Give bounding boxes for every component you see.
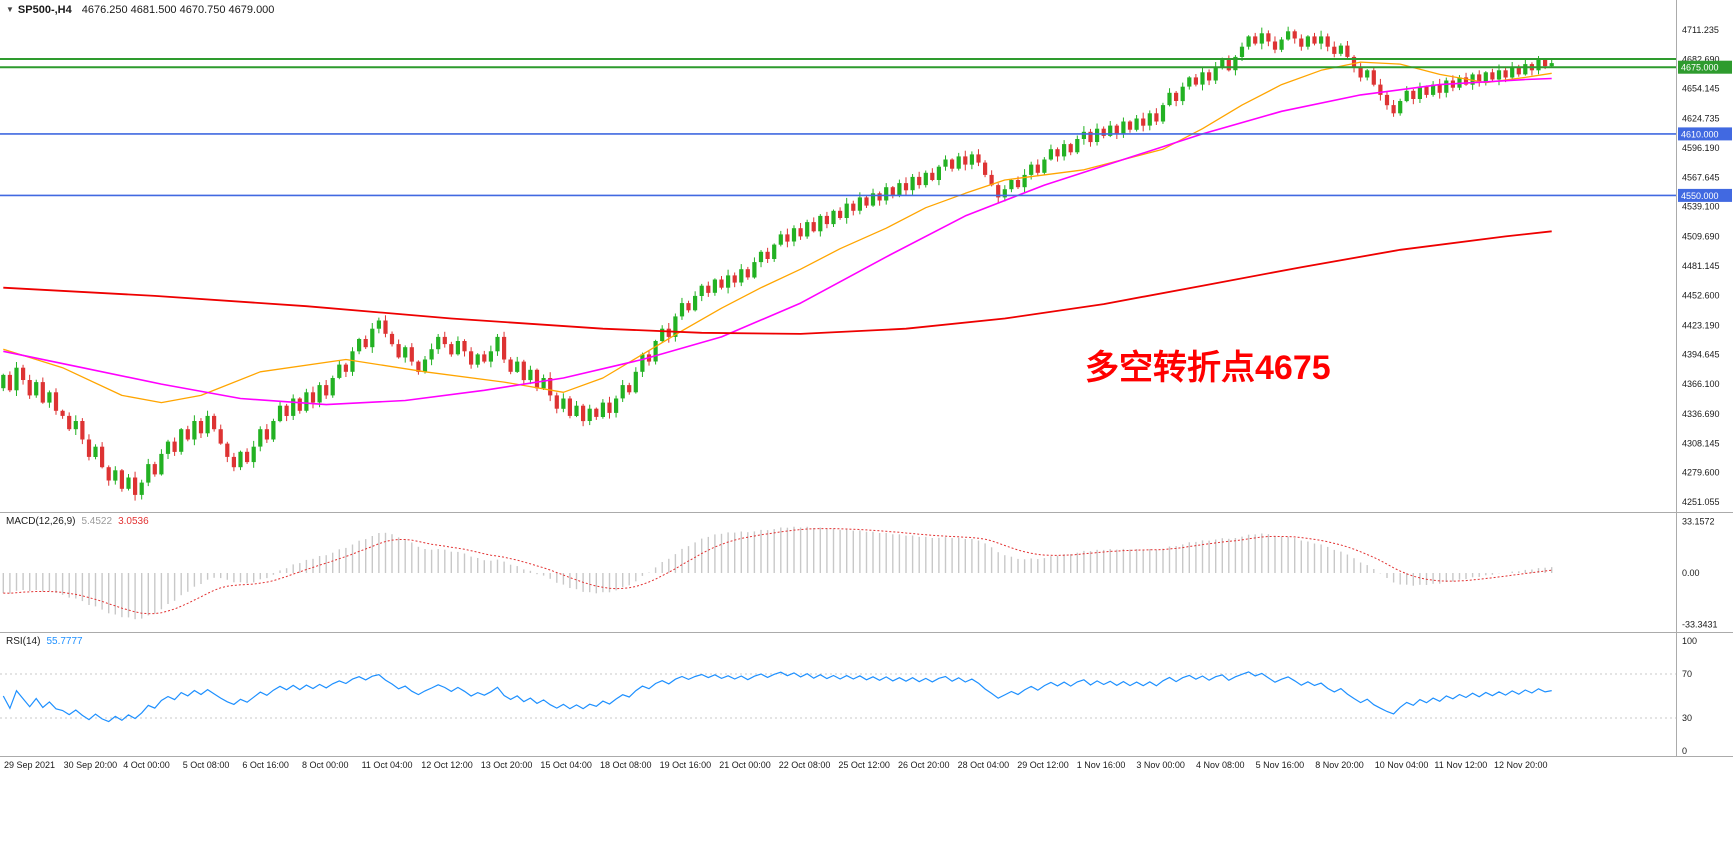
price-annotation[interactable]: 多空转折点4675 bbox=[1085, 349, 1331, 387]
rsi-name: RSI(14) bbox=[6, 636, 41, 647]
time-tick-label: 18 Oct 08:00 bbox=[600, 760, 652, 770]
price-badge bbox=[1678, 188, 1732, 202]
macd-tick-label: 33.1572 bbox=[1682, 517, 1715, 527]
price-tick-label: 4539.100 bbox=[1682, 202, 1720, 212]
macd-tick-label: 0.00 bbox=[1682, 568, 1700, 578]
price-tick-label: 4423.190 bbox=[1682, 321, 1720, 331]
time-tick-label: 19 Oct 16:00 bbox=[659, 760, 712, 770]
time-tick-label: 5 Oct 08:00 bbox=[182, 760, 230, 770]
time-tick-label: 29 Oct 12:00 bbox=[1017, 760, 1069, 770]
price-badge-label: 4610.000 bbox=[1681, 129, 1719, 139]
rsi-tick-label: 100 bbox=[1682, 636, 1697, 646]
macd-name: MACD(12,26,9) bbox=[6, 516, 76, 527]
macd-signal-value: 3.0536 bbox=[118, 516, 149, 527]
chart-header: ▼ SP500-,H4 4676.250 4681.500 4670.750 467… bbox=[6, 4, 274, 16]
time-tick-label: 4 Oct 00:00 bbox=[123, 760, 170, 770]
main-chart-canvas[interactable]: 4711.235 4682.690 4654.145 4624.735 4596.190… bbox=[0, 0, 1733, 513]
macd-histogram bbox=[2, 526, 1553, 620]
price-tick-label: 4481.145 bbox=[1682, 261, 1720, 271]
price-tick-label: 4682.690 bbox=[1682, 54, 1720, 64]
rsi-tick-label: 0 bbox=[1682, 746, 1687, 756]
time-tick-label: 6 Oct 16:00 bbox=[242, 760, 289, 770]
price-axis-labels: 4711.235 4682.690 4654.145 4624.735 4596.190… bbox=[1682, 25, 1720, 507]
time-tick-label: 11 Nov 12:00 bbox=[1434, 760, 1488, 770]
macd-signal-line bbox=[3, 528, 1552, 615]
time-tick-label: 11 Oct 04:00 bbox=[361, 760, 413, 770]
time-tick-label: 30 Sep 20:00 bbox=[63, 760, 118, 770]
pane-divider-macd[interactable] bbox=[0, 512, 1733, 513]
symbol-dropdown-icon[interactable]: ▼ bbox=[6, 5, 14, 14]
time-tick-label: 29 Sep 2021 bbox=[4, 760, 56, 770]
macd-tick-label: -33.3431 bbox=[1682, 620, 1718, 630]
time-tick-label: 8 Nov 20:00 bbox=[1315, 760, 1364, 770]
price-tick-label: 4279.600 bbox=[1682, 468, 1720, 478]
rsi-tick-label: 70 bbox=[1682, 669, 1692, 679]
ma-slow-red bbox=[3, 230, 1552, 335]
price-axis-border bbox=[1676, 0, 1677, 757]
time-tick-label: 15 Oct 04:00 bbox=[540, 760, 592, 770]
time-tick-label: 12 Nov 20:00 bbox=[1494, 760, 1548, 770]
time-tick-label: 3 Nov 00:00 bbox=[1136, 760, 1185, 770]
time-axis-divider bbox=[0, 756, 1733, 757]
macd-main-value: 5.4522 bbox=[81, 516, 113, 527]
time-tick-label: 25 Oct 12:00 bbox=[838, 760, 890, 770]
pane-divider-rsi[interactable] bbox=[0, 632, 1733, 633]
macd-pane-canvas[interactable]: 33.1572 0.00 -33.3431 bbox=[0, 513, 1733, 632]
price-tick-label: 4251.055 bbox=[1682, 497, 1720, 507]
price-badge-label: 4675.000 bbox=[1681, 63, 1719, 73]
rsi-label-row: RSI(14) 55.7777 bbox=[6, 636, 89, 647]
price-badge-label: 4550.000 bbox=[1681, 191, 1719, 201]
time-tick-label: 8 Oct 00:00 bbox=[302, 760, 349, 770]
price-tick-label: 4509.690 bbox=[1682, 232, 1720, 242]
price-tick-label: 4596.190 bbox=[1682, 143, 1720, 153]
time-axis[interactable]: 29 Sep 2021 30 Sep 20:00 4 Oct 00:00 5 Oct … bbox=[0, 758, 1733, 776]
rsi-tick-label: 30 bbox=[1682, 713, 1692, 723]
macd-label-row: MACD(12,26,9) 5.4522 3.0536 bbox=[6, 516, 155, 527]
time-tick-label: 21 Oct 00:00 bbox=[719, 760, 771, 770]
time-tick-label: 12 Oct 12:00 bbox=[421, 760, 473, 770]
price-tick-label: 4394.645 bbox=[1682, 350, 1720, 360]
time-tick-label: 26 Oct 20:00 bbox=[898, 760, 950, 770]
time-tick-label: 1 Nov 16:00 bbox=[1076, 760, 1126, 770]
time-tick-label: 10 Nov 04:00 bbox=[1374, 760, 1429, 770]
symbol-timeframe-label: SP500-,H4 bbox=[17, 4, 72, 16]
price-badge bbox=[1678, 127, 1732, 141]
rsi-pane-canvas[interactable]: 100 70 30 0 bbox=[0, 633, 1733, 756]
price-tick-label: 4308.145 bbox=[1682, 439, 1720, 449]
price-tick-label: 4452.600 bbox=[1682, 290, 1720, 300]
price-tick-label: 4711.235 bbox=[1682, 25, 1719, 35]
rsi-line bbox=[2, 671, 1552, 723]
price-badge bbox=[1678, 60, 1732, 74]
price-tick-label: 4624.735 bbox=[1682, 114, 1720, 124]
time-tick-label: 22 Oct 08:00 bbox=[778, 760, 831, 770]
time-tick-label: 4 Nov 08:00 bbox=[1196, 760, 1245, 770]
ohlc-values: 4676.250 4681.500 4670.750 4679.000 bbox=[81, 4, 275, 16]
ma-mid-magenta bbox=[3, 77, 1552, 406]
ma-fast-orange bbox=[3, 61, 1552, 404]
time-tick-label: 5 Nov 16:00 bbox=[1255, 760, 1305, 770]
time-tick-label: 13 Oct 20:00 bbox=[480, 760, 533, 770]
rsi-value: 55.7777 bbox=[46, 636, 83, 647]
price-tick-label: 4567.645 bbox=[1682, 172, 1720, 182]
price-tick-label: 4654.145 bbox=[1682, 84, 1720, 94]
price-tick-label: 4366.100 bbox=[1682, 379, 1720, 389]
time-tick-label: 28 Oct 04:00 bbox=[957, 760, 1010, 770]
price-tick-label: 4336.690 bbox=[1682, 409, 1720, 419]
